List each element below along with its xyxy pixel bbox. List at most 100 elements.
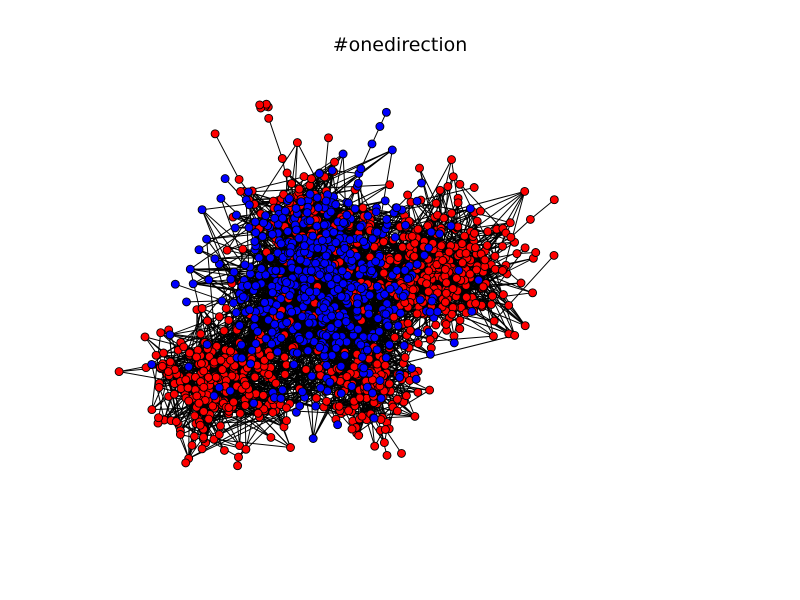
- graph-node-red: [405, 325, 415, 335]
- graph-node-blue: [299, 241, 309, 251]
- graph-node-blue: [392, 265, 402, 275]
- graph-node-red: [169, 389, 179, 399]
- graph-node-blue: [329, 227, 339, 237]
- graph-node-red: [235, 408, 245, 418]
- graph-node-red: [412, 309, 422, 319]
- graph-node-blue: [147, 359, 157, 369]
- graph-node-blue: [346, 283, 356, 293]
- graph-node-red: [469, 183, 479, 192]
- graph-edge: [447, 293, 515, 336]
- graph-node-blue: [268, 306, 278, 316]
- graph-node-red: [413, 339, 423, 349]
- graph-node-red: [506, 232, 516, 242]
- graph-node-blue: [341, 317, 351, 327]
- graph-node-blue: [356, 284, 366, 294]
- graph-node-red: [334, 401, 344, 411]
- graph-node-red: [355, 393, 365, 403]
- graph-node-blue: [467, 307, 477, 316]
- graph-node-blue: [259, 218, 268, 228]
- graph-node-red: [408, 285, 418, 295]
- graph-node-red: [448, 172, 458, 182]
- graph-node-blue: [319, 303, 329, 313]
- graph-node-blue: [371, 207, 381, 217]
- graph-node-red: [175, 430, 185, 439]
- graph-node-blue: [424, 243, 434, 253]
- graph-node-red: [480, 255, 490, 265]
- graph-node-blue: [390, 232, 400, 242]
- graph-node-blue: [325, 264, 335, 274]
- graph-node-red: [157, 361, 167, 371]
- graph-node-blue: [250, 236, 260, 246]
- graph-node-blue: [316, 383, 325, 393]
- graph-node-red: [199, 407, 209, 416]
- graph-node-red: [277, 154, 287, 163]
- graph-node-blue: [474, 275, 484, 285]
- graph-node-blue: [387, 145, 397, 155]
- graph-node-blue: [338, 149, 348, 159]
- graph-node-red: [240, 400, 250, 410]
- graph-node-blue: [249, 398, 259, 408]
- graph-edge: [159, 367, 190, 459]
- graph-node-red: [505, 218, 515, 228]
- graph-node-red: [197, 444, 207, 454]
- graph-node-red: [443, 182, 453, 191]
- graph-node-blue: [396, 308, 406, 318]
- graph-node-blue: [336, 292, 346, 302]
- graph-node-blue: [271, 265, 281, 275]
- graph-node-blue: [403, 274, 413, 284]
- graph-node-blue: [204, 275, 214, 285]
- graph-node-red: [190, 411, 200, 421]
- graph-node-blue: [331, 238, 341, 248]
- graph-node-blue: [235, 321, 245, 330]
- graph-node-red: [301, 365, 311, 374]
- graph-node-red: [140, 332, 150, 342]
- graph-node-blue: [225, 386, 235, 396]
- graph-edge: [384, 429, 402, 454]
- graph-node-blue: [326, 207, 336, 217]
- graph-node-blue: [325, 377, 335, 387]
- graph-node-blue: [315, 342, 325, 352]
- graph-node-blue: [321, 251, 331, 261]
- graph-node-blue: [358, 264, 368, 274]
- graph-node-red: [476, 206, 485, 216]
- graph-node-blue: [333, 319, 343, 329]
- graph-node-blue: [244, 223, 254, 233]
- graph-node-red: [370, 441, 380, 451]
- graph-node-red: [436, 241, 446, 251]
- graph-node-blue: [314, 203, 323, 213]
- graph-node-red: [202, 316, 212, 326]
- graph-node-blue: [385, 340, 394, 350]
- graph-node-red: [483, 227, 493, 236]
- graph-node-red: [486, 300, 496, 309]
- graph-node-red: [258, 390, 268, 400]
- graph-node-blue: [426, 227, 436, 237]
- graph-node-red: [469, 228, 479, 238]
- graph-node-red: [490, 251, 500, 261]
- graph-edge: [248, 184, 390, 193]
- graph-node-red: [179, 342, 189, 352]
- graph-node-blue: [370, 333, 380, 343]
- graph-node-red: [385, 180, 395, 190]
- graph-node-blue: [312, 221, 322, 231]
- graph-node-red: [407, 231, 417, 241]
- graph-node-red: [299, 172, 309, 182]
- graph-node-blue: [380, 196, 390, 206]
- graph-node-blue: [305, 216, 315, 226]
- graph-node-red: [435, 185, 445, 195]
- graph-node-red: [425, 335, 435, 345]
- graph-node-red: [461, 248, 471, 258]
- graph-node-blue: [273, 347, 282, 357]
- graph-node-blue: [188, 279, 198, 289]
- graph-edge: [214, 133, 240, 180]
- graph-node-blue: [373, 314, 383, 324]
- graph-node-red: [211, 372, 221, 382]
- graph-node-blue: [278, 213, 288, 223]
- graph-node-red: [216, 355, 226, 365]
- graph-node-blue: [355, 222, 365, 232]
- graph-node-blue: [381, 309, 391, 319]
- graph-node-blue: [231, 308, 241, 318]
- graph-node-blue: [303, 346, 313, 356]
- graph-node-red: [379, 438, 389, 448]
- graph-node-blue: [337, 266, 347, 276]
- graph-node-blue: [261, 270, 271, 280]
